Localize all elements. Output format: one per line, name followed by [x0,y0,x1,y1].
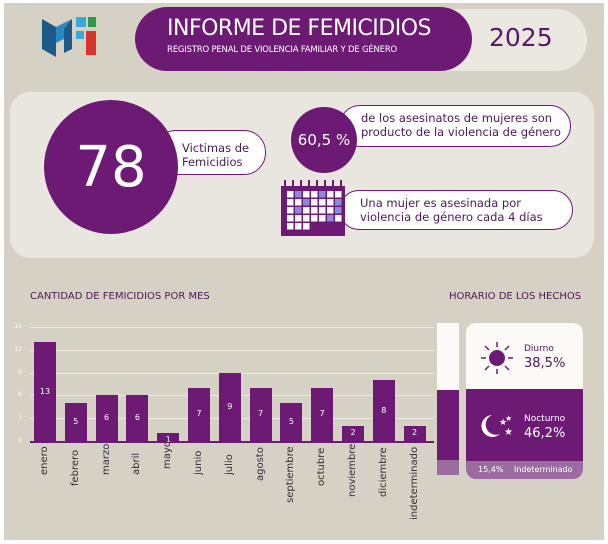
schedule-side-bar [437,323,459,475]
y-tick-label: 3 [18,414,22,422]
x-tick-label: mayo [162,441,174,470]
y-tick-label: 15 [14,323,22,330]
bar-chart: 0 3 6 9 12 15 13 enero 5 febrero 6 marzo 6 abril 1 mayo… [4,3,444,543]
calendar-icon [281,180,347,236]
y-tick-label: 6 [18,391,22,399]
svg-text:★: ★ [505,414,512,423]
bar-septiembre: 5 [280,403,303,441]
bar-value-label: 7 [319,409,325,419]
bar-junio: 7 [188,387,210,441]
header-title-pill: INFORME DE FEMICIDIOS REGISTRO PENAL DE … [135,7,472,71]
x-axis [30,441,434,443]
percent-value: 60,5 % [297,131,351,149]
x-tick-label: enero [39,446,50,475]
bar-noviembre: 2 [342,425,364,441]
svg-text:★: ★ [499,418,507,428]
x-tick-label: noviembre [347,443,358,498]
bar-value-label: 2 [412,428,418,438]
bar-octubre: 7 [311,387,334,441]
night-label: Nocturno [524,414,566,424]
victims-label: Victimas de [182,141,250,155]
x-tick-label: indeterminado [408,446,420,520]
x-tick-label: octubre [316,447,328,487]
schedule-card: Diurno 38,5% ★ ★ ★ Nocturno 46,2% 15,4% … [466,323,583,479]
bar-mayo: 1 [157,433,180,445]
bar-value-label: 5 [288,417,294,426]
bar-value-label: 6 [134,413,140,423]
bar-indeterminado: 2 [403,425,426,441]
bar-value-label: 6 [104,413,110,423]
y-tick-label: 9 [18,368,22,376]
x-tick-label: septiembre [285,446,297,503]
bar-marzo: 6 [95,395,118,441]
night-value: 46,2% [524,426,566,441]
bar-agosto: 7 [249,387,272,441]
chart-title: CANTIDAD DE FEMICIDIOS POR MES [30,291,210,302]
bar-diciembre: 8 [372,380,395,441]
victims-count: 78 [75,134,147,200]
x-tick-label: julio [223,454,235,475]
percent-text-2: producto de la violencia de género [361,125,561,139]
bar-enero: 13 [34,342,56,441]
infographic: INFORME DE FEMICIDIOS REGISTRO PENAL DE … [4,3,604,540]
bar-febrero: 5 [64,403,87,441]
svg-text:★: ★ [504,427,513,438]
moon-stars-icon: ★ ★ ★ [481,414,513,438]
frequency-text: Una mujer es asesinada por [360,196,521,210]
x-tick-label: agosto [254,446,266,481]
x-tick-label: junio [193,450,204,475]
y-tick-label: 12 [14,345,22,353]
bar-value-label: 7 [196,409,202,419]
day-section: Diurno 38,5% [466,323,583,389]
day-value: 38,5% [524,356,566,371]
unknown-value: 15,4% [478,465,504,474]
y-tick-label: 0 [18,437,22,444]
sun-icon [481,342,513,374]
bar-abril: 6 [126,395,149,441]
unknown-label: Indeterminado [513,465,573,474]
bar-value-label: 5 [73,417,79,426]
victims-count-circle: 78 [44,100,178,234]
percent-circle: 60,5 % [291,107,357,173]
gridline [30,349,434,351]
x-tick-label: marzo [100,443,112,475]
frequency-pill: Una mujer es asesinada por violencia de … [339,190,573,230]
gridline [30,327,434,328]
x-tick-label: febrero [69,450,81,487]
bar-value-label: 7 [258,409,264,419]
night-section: ★ ★ ★ Nocturno 46,2% [466,389,583,461]
percent-pill: de los asesinatos de mujeres son product… [339,105,571,147]
page-title: INFORME DE FEMICIDIOS [167,16,432,41]
bar-julio: 9 [218,372,241,441]
bar-value-label: 9 [227,401,233,411]
unknown-section: 15,4% Indeterminado [466,461,583,479]
page-subtitle: REGISTRO PENAL DE VIOLENCIA FAMILIAR Y D… [167,45,398,55]
x-tick-label: abril [131,452,143,475]
schedule-title: HORARIO DE LOS HECHOS [449,291,582,302]
percent-text: de los asesinatos de mujeres son [361,111,553,125]
day-label: Diurno [524,344,554,354]
year: 2025 [489,23,553,52]
frequency-text-2: violencia de género cada 4 días [360,210,543,224]
bar-value-label: 1 [165,435,171,445]
bar-value-label: 13 [39,386,51,396]
x-tick-label: diciembre [377,447,389,498]
logo [42,15,98,59]
bar-value-label: 8 [381,405,387,415]
bar-value-label: 2 [350,428,356,438]
victims-label-2: Femicidios [182,155,243,169]
